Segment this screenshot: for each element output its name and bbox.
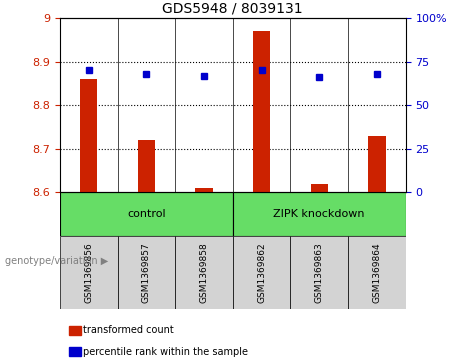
Text: ZIPK knockdown: ZIPK knockdown [273,209,365,219]
Text: GSM1369863: GSM1369863 [315,242,324,303]
Text: transformed count: transformed count [83,325,174,335]
Bar [311,184,328,192]
Bar [118,236,175,309]
Text: control: control [127,209,165,219]
Bar [195,188,213,192]
Title: GDS5948 / 8039131: GDS5948 / 8039131 [162,1,303,16]
Bar [368,136,385,192]
Bar [253,31,270,192]
Bar [175,236,233,309]
Text: GSM1369862: GSM1369862 [257,242,266,303]
Text: percentile rank within the sample: percentile rank within the sample [83,347,248,357]
Bar [233,236,290,309]
Bar [80,79,97,192]
Text: GSM1369864: GSM1369864 [372,242,381,303]
Bar [348,236,406,309]
Bar [233,192,406,236]
Text: genotype/variation ▶: genotype/variation ▶ [5,256,108,266]
Text: GSM1369857: GSM1369857 [142,242,151,303]
Bar [60,236,118,309]
Bar [60,192,233,236]
Text: GSM1369858: GSM1369858 [200,242,208,303]
Bar [138,140,155,192]
Bar [290,236,348,309]
Text: GSM1369856: GSM1369856 [84,242,93,303]
